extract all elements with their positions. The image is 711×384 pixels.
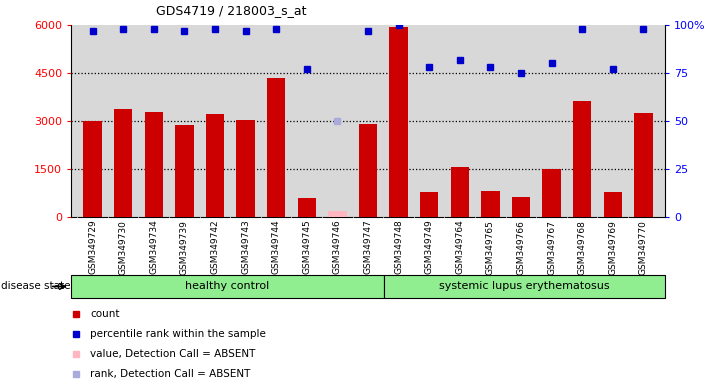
Bar: [144, 112, 163, 217]
Text: count: count: [90, 310, 119, 319]
Bar: [420, 192, 438, 217]
Text: percentile rank within the sample: percentile rank within the sample: [90, 329, 266, 339]
Bar: [390, 26, 407, 217]
Text: systemic lupus erythematosus: systemic lupus erythematosus: [439, 281, 609, 291]
Bar: [481, 191, 500, 217]
Bar: [114, 109, 132, 217]
Text: value, Detection Call = ABSENT: value, Detection Call = ABSENT: [90, 349, 255, 359]
Bar: [328, 210, 346, 217]
Text: rank, Detection Call = ABSENT: rank, Detection Call = ABSENT: [90, 369, 250, 379]
Bar: [604, 192, 622, 217]
Bar: [359, 124, 377, 217]
Bar: [634, 113, 653, 217]
Text: disease state: disease state: [1, 281, 70, 291]
Bar: [573, 101, 592, 217]
Text: healthy control: healthy control: [185, 281, 269, 291]
Text: GDS4719 / 218003_s_at: GDS4719 / 218003_s_at: [156, 4, 307, 17]
Bar: [71, 275, 383, 298]
Bar: [383, 275, 665, 298]
Bar: [542, 169, 561, 217]
Bar: [236, 120, 255, 217]
Bar: [451, 167, 469, 217]
Bar: [205, 114, 224, 217]
Bar: [267, 78, 285, 217]
Bar: [175, 125, 193, 217]
Bar: [512, 197, 530, 217]
Bar: [83, 121, 102, 217]
Bar: [298, 198, 316, 217]
